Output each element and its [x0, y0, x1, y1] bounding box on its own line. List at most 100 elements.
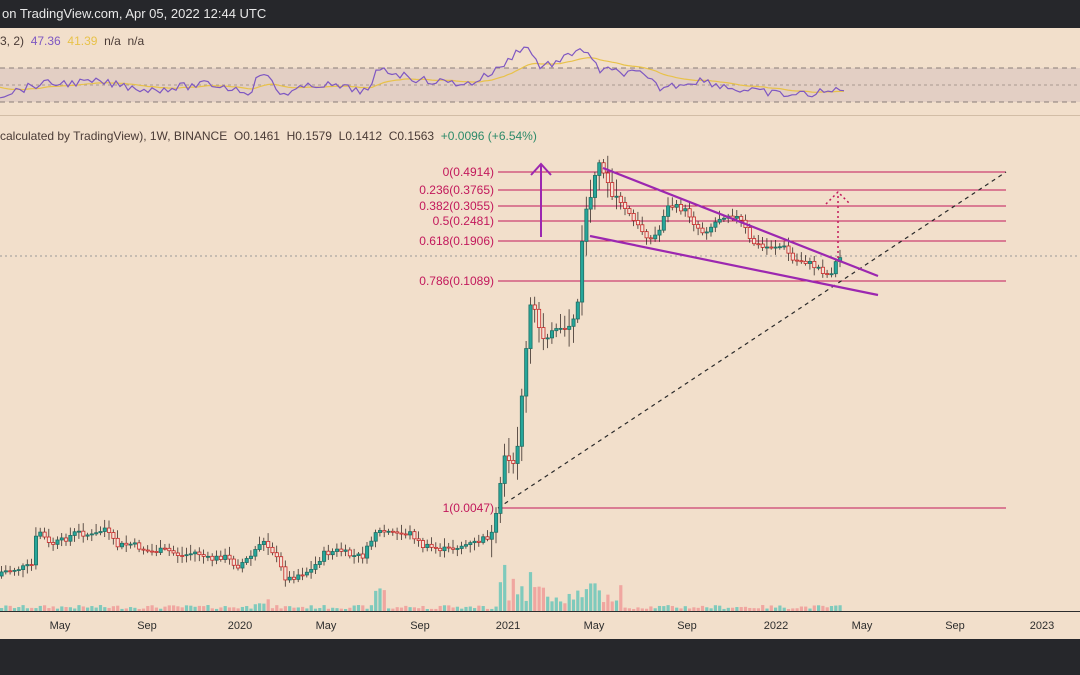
volume-bar: [765, 608, 769, 611]
volume-bar: [662, 606, 666, 611]
candle: [502, 455, 507, 484]
candle: [141, 548, 146, 551]
volume-bar: [348, 607, 352, 611]
volume-bar: [546, 596, 550, 611]
volume-bar: [30, 607, 34, 611]
volume-bar: [137, 608, 141, 611]
rsi-ma-line: [0, 57, 845, 93]
candle: [691, 216, 696, 225]
candle: [515, 445, 520, 464]
candle: [554, 328, 559, 332]
volume-bar: [485, 608, 490, 611]
volume-bar: [632, 608, 636, 611]
candle: [167, 547, 172, 552]
volume-bar: [309, 605, 313, 611]
volume-bar: [335, 608, 339, 611]
volume-bar: [554, 597, 558, 611]
volume-bar: [447, 605, 451, 611]
volume-bar: [580, 597, 584, 611]
candle: [347, 549, 352, 557]
candle: [717, 218, 722, 223]
volume-bar: [103, 607, 107, 611]
volume-bar: [245, 606, 249, 611]
candle: [752, 238, 757, 245]
candle: [218, 555, 223, 560]
volume-bar: [834, 605, 838, 611]
volume-bar: [356, 605, 361, 611]
candle: [395, 531, 400, 534]
candle: [317, 560, 322, 565]
volume-bar: [675, 607, 679, 611]
candle: [12, 569, 17, 572]
candle: [463, 544, 468, 547]
volume-bar: [159, 608, 163, 611]
candle: [377, 530, 382, 533]
candle: [790, 252, 795, 261]
volume-bar: [391, 608, 395, 611]
candle: [683, 208, 688, 212]
volume-bar: [116, 605, 120, 611]
volume-bar: [812, 605, 816, 611]
volume-bar: [412, 607, 416, 611]
candle: [304, 571, 309, 576]
volume-bar: [748, 607, 752, 611]
x-tick-label: May: [851, 620, 873, 632]
volume-bar: [696, 607, 700, 611]
volume-bar: [270, 608, 275, 611]
candle: [214, 555, 219, 561]
candle: [111, 532, 116, 539]
volume-bar: [43, 605, 47, 611]
volume-bar: [202, 606, 206, 611]
volume-bar: [756, 608, 760, 611]
candle: [162, 547, 167, 550]
ohlc-close: C0.1563: [388, 129, 435, 143]
time-axis[interactable]: May Sep 2020 May Sep 2021 May Sep 2022 May Sep 2023: [0, 611, 1080, 639]
candle: [494, 512, 499, 533]
volume-bar: [378, 588, 382, 611]
volume-bar: [563, 603, 567, 611]
volume-bar: [374, 590, 378, 611]
candle: [309, 569, 314, 573]
symbol-legend: calculated by TradingView), 1W, BINANCE …: [0, 129, 537, 143]
volume-bar: [249, 608, 253, 611]
candle: [575, 301, 580, 320]
candle: [201, 554, 206, 557]
candle: [21, 565, 26, 570]
volume-bar: [326, 608, 330, 611]
candle: [339, 548, 344, 552]
candle: [756, 243, 761, 246]
ascending-trendline: [497, 171, 1007, 509]
x-tick-label: 2021: [495, 620, 521, 632]
candle: [261, 540, 266, 545]
volume-bar: [172, 605, 176, 611]
candle: [68, 535, 73, 542]
volume-bar: [408, 607, 412, 611]
volume-bar: [262, 603, 266, 611]
volume-bar: [494, 606, 498, 611]
candle: [0, 571, 4, 577]
candle: [34, 535, 39, 566]
volume-bar: [0, 608, 4, 611]
candle: [571, 318, 576, 327]
volume-bar: [614, 600, 619, 611]
volume-bar: [133, 607, 137, 611]
volume-bar: [657, 605, 662, 611]
volume-bar: [645, 608, 649, 611]
volume-bar: [430, 608, 434, 611]
volume-bar: [700, 605, 705, 611]
candle: [498, 483, 503, 514]
candle: [524, 348, 529, 397]
pane-divider[interactable]: [0, 115, 1080, 116]
volume-bar: [331, 607, 335, 611]
candle: [300, 574, 305, 577]
candle: [296, 574, 301, 580]
volume-bar: [455, 606, 459, 611]
volume-bar: [593, 583, 597, 611]
volume-bar: [460, 608, 464, 611]
candle: [180, 555, 185, 557]
volume-bar: [825, 607, 829, 611]
volume-bars: [0, 564, 842, 611]
candle: [429, 543, 434, 548]
volume-bar: [537, 586, 541, 611]
fib-label: 0.786(0.1089): [419, 274, 494, 288]
